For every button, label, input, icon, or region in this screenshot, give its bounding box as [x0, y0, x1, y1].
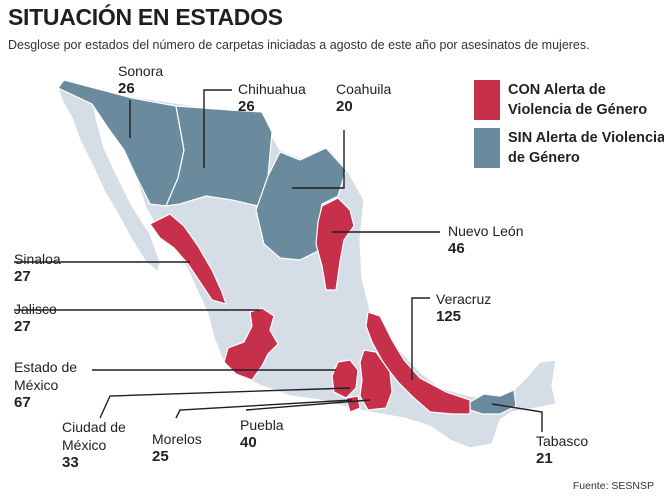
legend-swatch-sin	[474, 128, 500, 168]
label-coahuila: Coahuila 20	[336, 80, 391, 116]
state-value: 67	[14, 394, 31, 411]
con-alerta-states	[149, 197, 471, 415]
state-name: Ciudad de México	[62, 419, 126, 453]
label-cdmx: Ciudad de México 33	[62, 418, 142, 472]
label-sinaloa: Sinaloa 27	[14, 250, 61, 286]
sin-alerta-states	[57, 79, 517, 415]
state-value: 125	[436, 308, 462, 325]
state-name: Morelos	[152, 431, 202, 447]
leader-morelos	[175, 399, 353, 419]
state-name: Sinaloa	[14, 251, 61, 267]
state-name: Veracruz	[436, 291, 492, 307]
source-note: Fuente: SESNSP	[572, 480, 654, 492]
sinaloa-region	[149, 213, 227, 305]
state-name: Sonora	[118, 63, 164, 79]
map-subtitle: Desglose por estados del número de carpe…	[8, 38, 590, 52]
jalisco-region	[223, 307, 279, 381]
state-name: Puebla	[240, 417, 284, 433]
state-value: 27	[14, 318, 31, 335]
state-value: 27	[14, 268, 31, 285]
leader-chihuahua	[203, 89, 232, 168]
leader-veracruz	[411, 297, 430, 380]
state-name: Chihuahua	[238, 81, 306, 97]
leader-tabasco	[491, 403, 543, 432]
state-name: Estado de México	[14, 359, 78, 393]
state-value: 26	[118, 80, 135, 97]
legend-label-sin: SIN Alerta de Violencia de Género	[508, 130, 664, 166]
label-veracruz: Veracruz 125	[436, 290, 491, 326]
state-name: Tabasco	[536, 433, 589, 449]
state-value: 21	[536, 450, 553, 467]
leader-cdmx	[99, 387, 351, 419]
legend-sin-alerta: SIN Alerta de Violencia de Género	[474, 128, 664, 168]
label-tabasco: Tabasco 21	[536, 432, 588, 468]
legend-swatch-con	[474, 80, 500, 120]
legend-con-alerta: CON Alerta de Violencia de Género	[474, 80, 664, 120]
chihuahua-region	[165, 105, 273, 207]
state-value: 46	[448, 240, 465, 257]
leader-lines	[14, 89, 543, 432]
baja-california-shape	[57, 87, 161, 274]
label-jalisco: Jalisco 27	[14, 300, 57, 336]
label-nuevo-leon: Nuevo León 46	[448, 222, 524, 258]
state-value: 40	[240, 434, 257, 451]
label-morelos: Morelos 25	[152, 430, 202, 466]
leader-puebla	[245, 399, 371, 411]
puebla-region	[359, 349, 393, 411]
map-title: SITUACIÓN EN ESTADOS	[8, 4, 283, 30]
label-sonora: Sonora 26	[118, 62, 163, 98]
label-puebla: Puebla 40	[240, 416, 284, 452]
tabasco-region	[469, 389, 517, 415]
legend-label-con: CON Alerta de Violencia de Género	[508, 82, 648, 118]
veracruz-region	[365, 311, 471, 415]
state-value: 33	[62, 454, 79, 471]
state-name: Coahuila	[336, 81, 392, 97]
state-value: 26	[238, 98, 255, 115]
state-value: 25	[152, 448, 169, 465]
label-estado-mexico: Estado de México 67	[14, 358, 94, 412]
state-value: 20	[336, 98, 353, 115]
state-name: Jalisco	[14, 301, 57, 317]
leader-coahuila	[292, 130, 345, 189]
state-name: Nuevo León	[448, 223, 524, 239]
nuevo-leon-region	[315, 197, 355, 291]
label-chihuahua: Chihuahua 26	[238, 80, 306, 116]
